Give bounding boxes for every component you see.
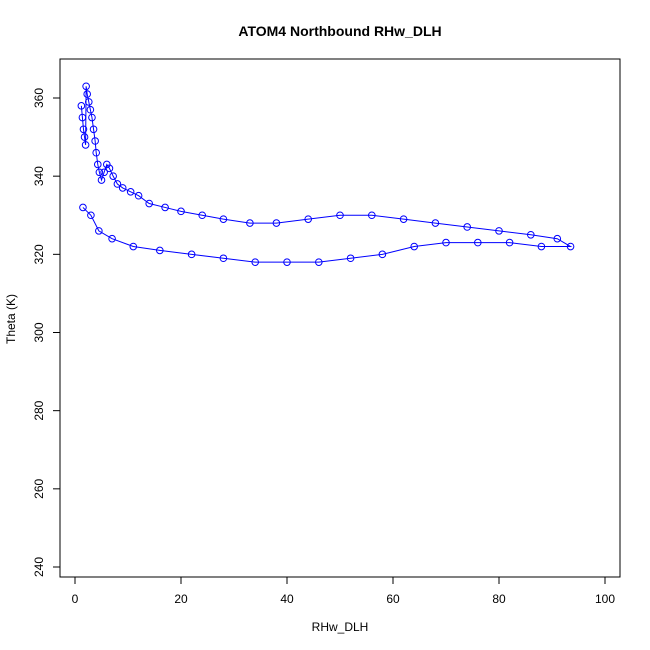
- x-tick-label: 80: [492, 592, 506, 606]
- data-point: [378, 250, 387, 259]
- data-point: [92, 148, 100, 157]
- data-point: [505, 238, 514, 247]
- x-tick-label: 60: [386, 592, 400, 606]
- y-tick-label: 300: [32, 322, 46, 342]
- data-point: [198, 211, 206, 220]
- data-point: [442, 238, 450, 247]
- y-tick-label: 340: [32, 166, 46, 186]
- data-point: [126, 188, 135, 196]
- data-point: [87, 211, 95, 220]
- data-point: [91, 137, 99, 145]
- data-point: [83, 90, 91, 98]
- data-point: [187, 250, 196, 259]
- data-point: [77, 102, 86, 110]
- data-point: [368, 211, 376, 220]
- data-point: [346, 254, 355, 263]
- data-point: [553, 234, 562, 243]
- y-tick-label: 260: [32, 479, 46, 499]
- x-tick-label: 40: [280, 592, 294, 606]
- data-point: [431, 219, 440, 227]
- data-point: [100, 168, 108, 177]
- y-tick-label: 360: [32, 88, 46, 108]
- data-point: [336, 211, 344, 220]
- data-point: [88, 113, 96, 122]
- data-point: [113, 180, 122, 188]
- data-point: [246, 219, 254, 227]
- data-point: [129, 242, 138, 251]
- chart-title: ATOM4 Northbound RHw_DLH: [238, 23, 441, 39]
- data-point: [283, 258, 291, 266]
- data-point: [79, 203, 87, 212]
- data-point: [566, 242, 575, 251]
- y-tick-label: 280: [32, 400, 46, 420]
- x-tick-label: 100: [595, 592, 615, 606]
- data-point: [272, 219, 281, 227]
- data-point: [145, 199, 153, 208]
- data-point: [527, 230, 535, 239]
- data-point: [82, 82, 90, 91]
- data-point: [93, 160, 102, 169]
- x-tick-label: 20: [174, 592, 188, 606]
- y-tick-label: 320: [32, 244, 46, 264]
- data-point: [474, 238, 482, 247]
- data-point: [463, 223, 472, 231]
- data-point: [134, 191, 143, 200]
- data-point: [495, 227, 503, 235]
- data-point: [219, 254, 228, 263]
- series-line: [80, 86, 573, 263]
- x-axis-label: RHw_DLH: [312, 620, 369, 634]
- y-tick-label: 240: [32, 557, 46, 577]
- data-point: [304, 215, 313, 223]
- data-point: [109, 172, 117, 180]
- data-point: [399, 215, 408, 223]
- data-point: [219, 215, 228, 223]
- data-point: [97, 176, 106, 184]
- data-point: [156, 246, 164, 255]
- data-point: [95, 168, 104, 177]
- data-point: [537, 242, 546, 251]
- data-point: [105, 164, 114, 173]
- y-axis-label: Theta (K): [4, 294, 18, 344]
- data-point: [81, 141, 90, 149]
- data-point: [103, 160, 111, 169]
- data-point: [108, 234, 116, 243]
- data-point: [177, 207, 185, 216]
- data-point: [86, 105, 95, 114]
- data-point: [410, 242, 419, 251]
- series-layer: [77, 82, 575, 266]
- data-point: [80, 133, 89, 141]
- data-point: [118, 184, 127, 192]
- data-point: [315, 258, 323, 266]
- data-point: [78, 113, 87, 122]
- data-point: [251, 258, 259, 266]
- data-point: [79, 125, 88, 134]
- data-point: [89, 125, 98, 134]
- x-axis: 0 20 40 60 80 100: [72, 576, 615, 606]
- data-point: [95, 227, 103, 235]
- data-point: [84, 98, 93, 106]
- data-point: [161, 203, 169, 212]
- y-axis: 240 260 280 300 320 340 360: [32, 88, 61, 577]
- x-tick-label: 0: [72, 592, 79, 606]
